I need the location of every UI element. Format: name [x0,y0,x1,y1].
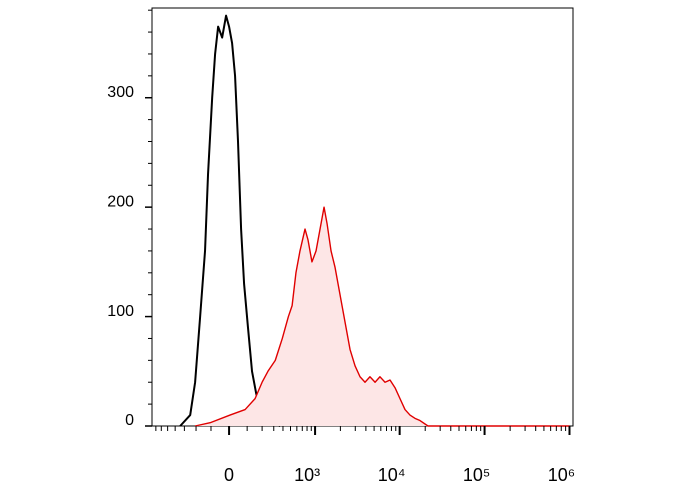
y-tick-label: 300 [107,84,134,101]
plot-frame [151,7,574,427]
x-tick-label: 0 [224,465,234,485]
x-tick-label: 10⁵ [463,465,490,485]
histogram-area [195,207,570,426]
histogram-line [194,206,570,427]
y-tick-label: 200 [107,193,134,210]
histogram-line [179,14,281,427]
x-tick-label: 10⁴ [378,465,406,485]
x-tick-label: 10⁶ [548,465,575,485]
y-tick-label: 100 [107,303,134,320]
x-tick-label: 10³ [294,465,320,485]
plot-area [179,14,570,427]
y-tick-label: 0 [125,412,134,429]
